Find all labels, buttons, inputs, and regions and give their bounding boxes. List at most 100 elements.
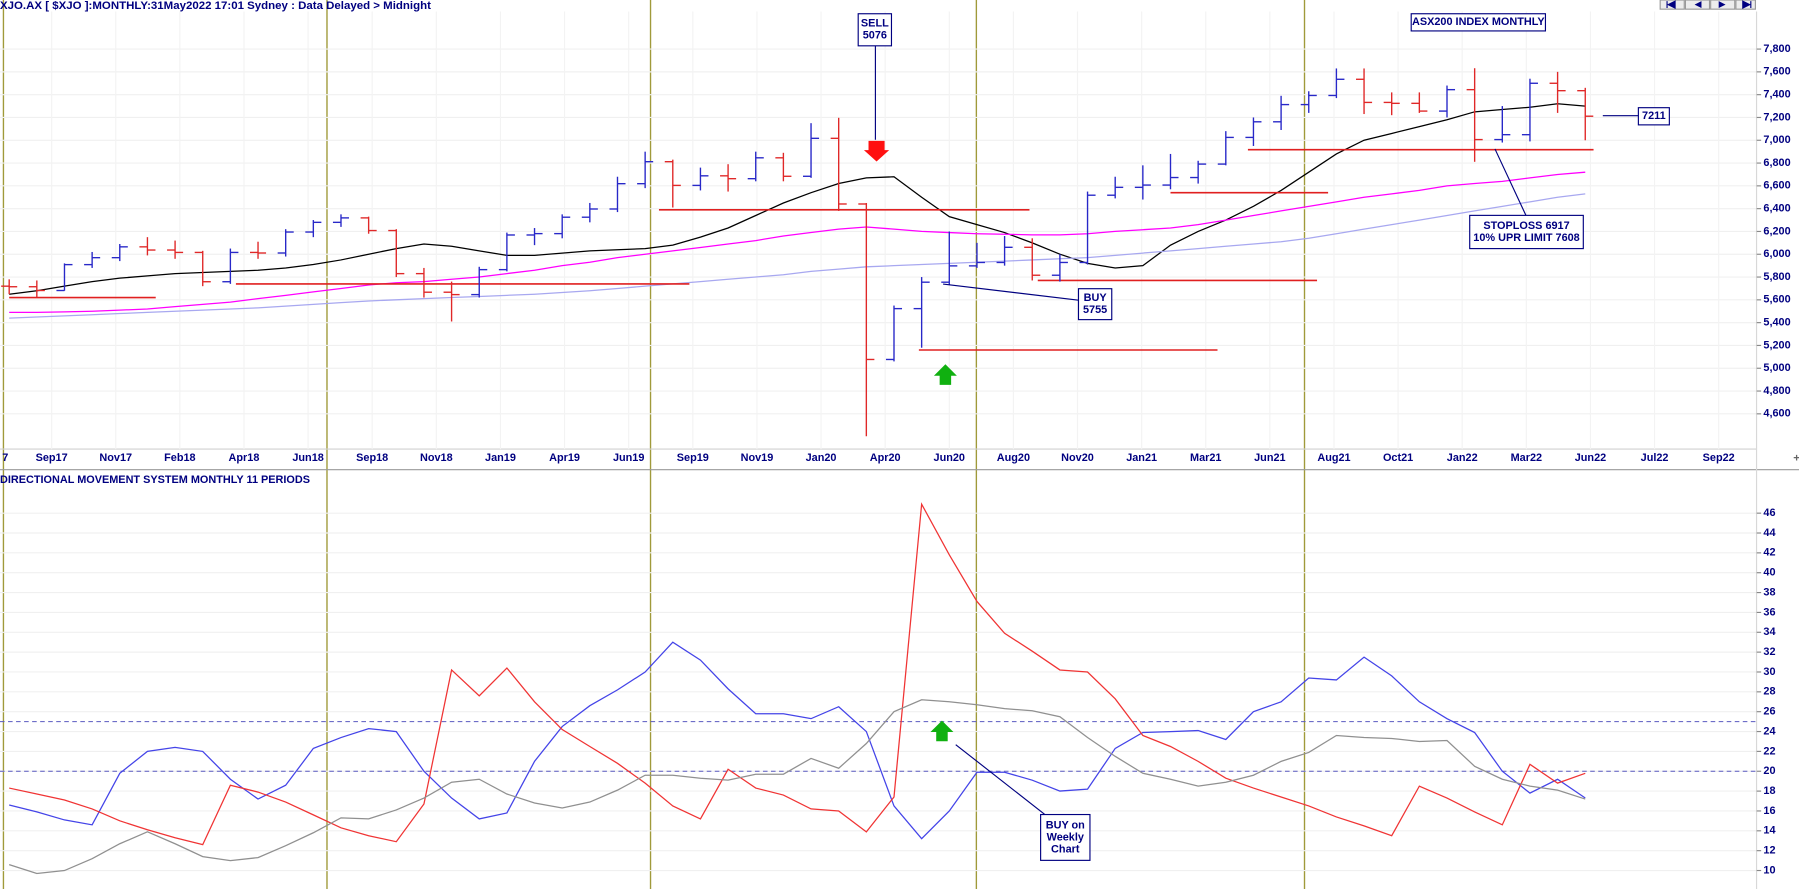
moving-average [9,193,1586,319]
header: XJO.AX [ $XJO ]:MONTHLY:31May2022 17:01 … [0,0,431,12]
olive-dividers [2,0,1306,889]
y-tick-label: 18 [1763,785,1775,797]
x-tick-label: Jun22 [1575,452,1606,464]
x-tick-label: Jul22 [1641,452,1669,464]
annotation-text: SELL [861,18,889,30]
annotation-text: Chart [1051,843,1080,855]
x-tick-label: Mar22 [1511,452,1542,464]
x-tick-label: Nov17 [99,452,132,464]
x-tick-label: Sep19 [677,452,709,464]
y-tick-label: 22 [1763,745,1775,757]
prev-icon [1694,1,1702,9]
nav-buttons [1659,0,1756,10]
indicator-line [9,641,1586,840]
x-tick-label: Jan20 [806,452,837,464]
pointer-line [955,744,1047,817]
y-tick-label: 10 [1763,864,1775,876]
x-tick-label: Sep18 [356,452,388,464]
pointer-line [943,283,1079,301]
pointer-line [1494,148,1527,216]
y-tick-label: 28 [1763,686,1775,698]
x-tick-label: Apr19 [549,452,580,464]
x-tick-label: Aug21 [1317,452,1350,464]
y-tick-label: 6,800 [1763,157,1790,169]
annotation-text: 5076 [863,30,887,42]
y-tick-label: 6,200 [1763,225,1790,237]
y-tick-label: 7,000 [1763,134,1790,146]
y-tick-label: 40 [1763,567,1775,579]
x-tick-label: Jun20 [934,452,965,464]
y-tick-label: 5,600 [1763,294,1790,306]
y-tick-label: 20 [1763,765,1775,777]
x-tick-label: Apr18 [229,452,260,464]
annotation-box [1040,813,1091,861]
corner-mark: + [1793,452,1799,464]
chart-title: ASX200 INDEX MONTHLY [1412,16,1545,28]
x-tick-label: Aug20 [997,452,1030,464]
next-icon [1718,1,1726,9]
y-tick-label: 5,800 [1763,271,1790,283]
first-icon [1666,0,1676,9]
x-tick-label: Jan19 [485,452,516,464]
y-tick-label: 7,800 [1763,43,1790,55]
annotation-box [1077,288,1113,321]
y-tick-label: 6,400 [1763,203,1790,215]
indicator-line [9,502,1586,846]
annotation-box [857,13,893,47]
x-tick-label: 7 [2,452,8,464]
y-tick-label: 24 [1763,725,1775,737]
moving-average [9,171,1586,314]
moving-average [9,103,1586,295]
y-tick-label: 38 [1763,586,1775,598]
x-tick-label: Jan22 [1447,452,1478,464]
annotation-text: STOPLOSS 6917 [1483,220,1569,232]
y-tick-label: 42 [1763,547,1775,559]
y-tick-label: 30 [1763,666,1775,678]
annotation-text: BUY [1084,292,1108,304]
panel-title: DIRECTIONAL MOVEMENT SYSTEM MONTHLY 11 P… [0,474,310,486]
x-tick-label: Nov18 [420,452,453,464]
annotation-text: Weekly [1047,831,1084,843]
x-tick-label: Sep22 [1703,452,1735,464]
annotation-box [1637,107,1670,126]
y-tick-label: 7,600 [1763,66,1790,78]
annotation-text: 5755 [1083,304,1107,316]
x-tick-label: Mar21 [1190,452,1221,464]
y-tick-label: 26 [1763,706,1775,718]
y-tick-label: 5,000 [1763,362,1790,374]
x-tick-label: Jan21 [1126,452,1157,464]
y-tick-label: 16 [1763,805,1775,817]
x-tick-label: Sep17 [36,452,68,464]
indicator-line [8,699,1586,875]
y-tick-label: 46 [1763,507,1775,519]
y-tick-label: 34 [1763,626,1775,638]
annotation-text: 7211 [1642,110,1666,122]
x-tick-label: Feb18 [164,452,195,464]
x-tick-label: Jun19 [613,452,644,464]
x-tick-label: Jun18 [292,452,323,464]
x-tick-label: Nov20 [1061,452,1094,464]
y-tick-label: 14 [1763,825,1775,837]
y-tick-label: 5,200 [1763,339,1790,351]
y-tick-label: 7,200 [1763,111,1790,123]
y-tick-label: 4,800 [1763,385,1790,397]
y-tick-label: 6,000 [1763,248,1790,260]
y-tick-label: 12 [1763,845,1775,857]
sell-arrow [863,140,890,162]
buy-arrow [933,364,957,385]
annotation-text: 10% UPR LIMIT 7608 [1473,232,1579,244]
buy-arrow-lower [930,720,954,742]
x-tick-label: Oct21 [1383,452,1413,464]
x-tick-label: Nov19 [741,452,774,464]
title-box [1410,13,1547,32]
y-tick-label: 4,600 [1763,408,1790,420]
y-tick-label: 5,400 [1763,317,1790,329]
x-tick-label: Apr20 [870,452,901,464]
last-icon [1742,0,1752,9]
annotation-box [1469,214,1584,250]
y-tick-label: 7,400 [1763,89,1790,101]
annotation-text: BUY on [1046,819,1085,831]
y-tick-label: 36 [1763,606,1775,618]
